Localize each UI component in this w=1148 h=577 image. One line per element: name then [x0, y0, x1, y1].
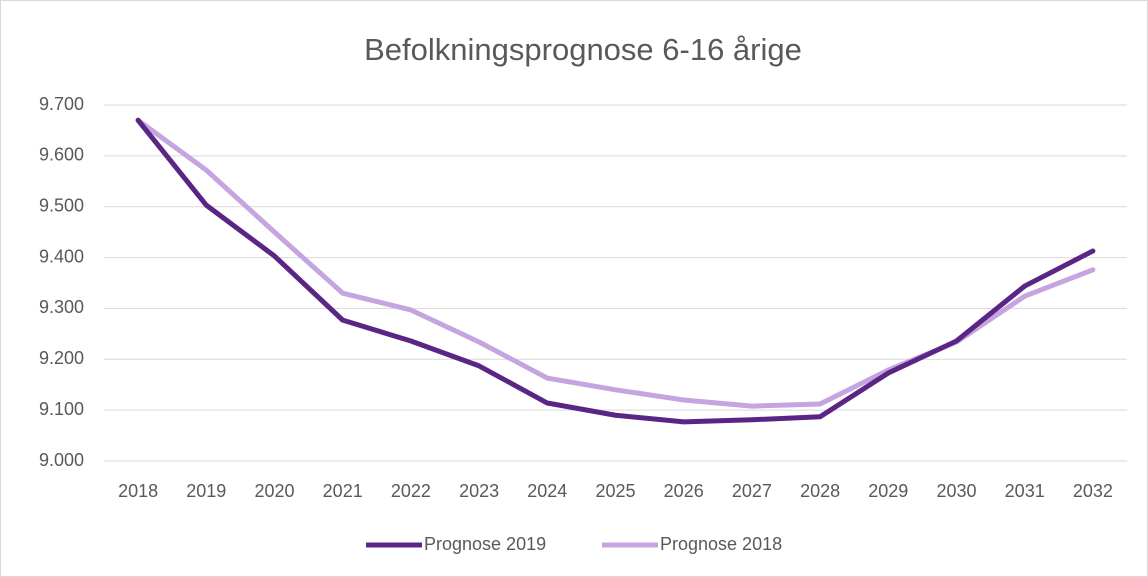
- y-tick-label: 9.300: [39, 297, 84, 317]
- x-tick-label: 2031: [1005, 481, 1045, 501]
- x-tick-label: 2026: [664, 481, 704, 501]
- y-tick-label: 9.400: [39, 246, 84, 266]
- series-line: [135, 117, 1096, 425]
- x-tick-label: 2019: [186, 481, 226, 501]
- x-tick-label: 2024: [527, 481, 567, 501]
- y-tick-label: 9.600: [39, 145, 84, 165]
- y-tick-label: 9.100: [39, 399, 84, 419]
- x-tick-label: 2030: [936, 481, 976, 501]
- y-tick-label: 9.500: [39, 195, 84, 215]
- legend-label: Prognose 2019: [424, 534, 546, 554]
- x-tick-label: 2018: [118, 481, 158, 501]
- chart-title: Befolkningsprognose 6-16 årige: [364, 32, 802, 67]
- x-tick-label: 2032: [1073, 481, 1113, 501]
- y-tick-label: 9.000: [39, 450, 84, 470]
- x-tick-label: 2029: [868, 481, 908, 501]
- y-tick-label: 9.700: [39, 94, 84, 114]
- legend-label: Prognose 2018: [660, 534, 782, 554]
- y-tick-label: 9.200: [39, 348, 84, 368]
- x-tick-label: 2023: [459, 481, 499, 501]
- x-tick-label: 2027: [732, 481, 772, 501]
- x-tick-label: 2025: [595, 481, 635, 501]
- x-tick-label: 2022: [391, 481, 431, 501]
- x-tick-label: 2028: [800, 481, 840, 501]
- x-tick-label: 2020: [254, 481, 294, 501]
- x-tick-label: 2021: [323, 481, 363, 501]
